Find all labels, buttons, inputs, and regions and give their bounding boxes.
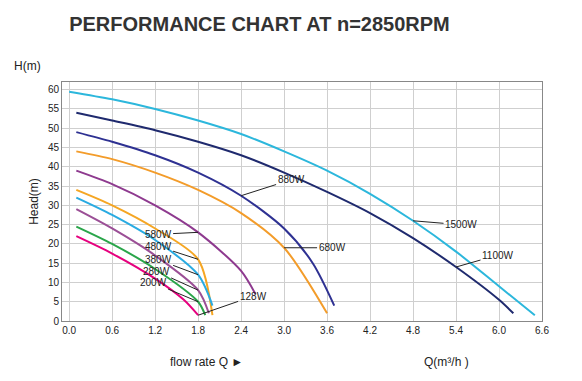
svg-text:0.6: 0.6 (105, 325, 119, 336)
svg-text:128W: 128W (240, 291, 267, 302)
svg-text:Q(m³/h ): Q(m³/h ) (424, 355, 469, 369)
svg-text:2.4: 2.4 (234, 325, 248, 336)
svg-text:4.2: 4.2 (363, 325, 377, 336)
svg-text:580W: 580W (145, 229, 172, 240)
svg-text:60: 60 (48, 84, 60, 95)
svg-text:480W: 480W (145, 241, 172, 252)
svg-text:5: 5 (53, 296, 59, 307)
svg-text:Head(m): Head(m) (27, 178, 41, 225)
svg-text:5.4: 5.4 (449, 325, 463, 336)
svg-text:45: 45 (48, 142, 60, 153)
svg-text:PERFORMANCE CHART AT n=2850RPM: PERFORMANCE CHART AT n=2850RPM (69, 13, 450, 35)
svg-text:15: 15 (48, 258, 60, 269)
svg-text:25: 25 (48, 219, 60, 230)
svg-text:H(m): H(m) (14, 59, 41, 73)
svg-text:1500W: 1500W (445, 219, 477, 230)
svg-text:380W: 380W (145, 254, 172, 265)
svg-text:3.0: 3.0 (277, 325, 291, 336)
svg-text:680W: 680W (319, 242, 346, 253)
svg-text:6.6: 6.6 (535, 325, 549, 336)
svg-text:40: 40 (48, 161, 60, 172)
svg-text:20: 20 (48, 238, 60, 249)
svg-text:280W: 280W (143, 266, 170, 277)
svg-text:3.6: 3.6 (320, 325, 334, 336)
svg-text:0.0: 0.0 (62, 325, 76, 336)
svg-text:35: 35 (48, 181, 60, 192)
svg-text:0: 0 (53, 316, 59, 327)
svg-text:6.0: 6.0 (492, 325, 506, 336)
svg-text:1.8: 1.8 (191, 325, 205, 336)
svg-text:880W: 880W (278, 174, 305, 185)
svg-text:50: 50 (48, 123, 60, 134)
svg-text:30: 30 (48, 200, 60, 211)
svg-text:4.8: 4.8 (406, 325, 420, 336)
svg-text:1100W: 1100W (482, 250, 514, 261)
svg-text:200W: 200W (140, 277, 167, 288)
svg-text:10: 10 (48, 277, 60, 288)
svg-text:55: 55 (48, 103, 60, 114)
svg-text:1.2: 1.2 (148, 325, 162, 336)
svg-text:flow rate Q ►: flow rate Q ► (170, 355, 243, 369)
